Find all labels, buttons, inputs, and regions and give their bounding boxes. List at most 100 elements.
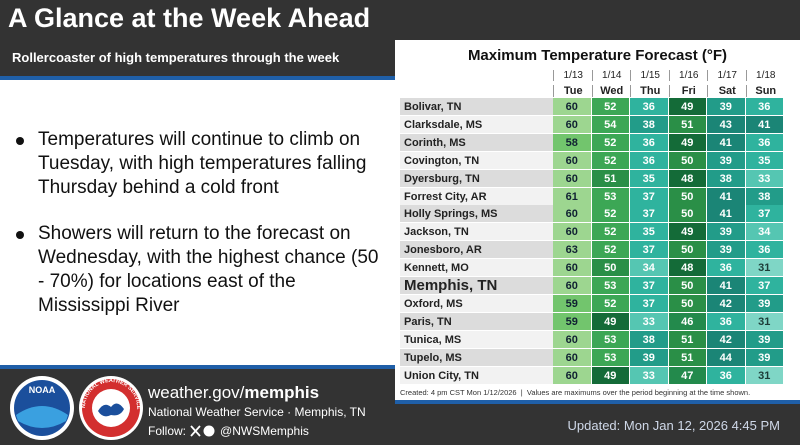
temperature-cell: 51 bbox=[668, 330, 707, 349]
social-icons bbox=[190, 425, 215, 437]
location: Corinth, MS bbox=[400, 133, 553, 152]
handle[interactable]: @NWSMemphis bbox=[220, 424, 309, 438]
temperature-cell: 36 bbox=[745, 98, 784, 116]
temperature-cell: 39 bbox=[745, 348, 784, 367]
temperature-cell: 38 bbox=[630, 330, 669, 349]
temperature-cell: 60 bbox=[553, 151, 592, 170]
location: Memphis, TN bbox=[400, 277, 553, 295]
temperature-cell: 35 bbox=[630, 169, 669, 188]
temperature-cell: 43 bbox=[707, 115, 746, 134]
temperature-cell: 52 bbox=[591, 133, 630, 152]
temperature-cell: 34 bbox=[745, 223, 784, 242]
temperature-cell: 41 bbox=[707, 205, 746, 224]
x-icon[interactable] bbox=[190, 425, 201, 437]
temperature-cell: 33 bbox=[745, 169, 784, 188]
temperature-cell: 42 bbox=[707, 294, 746, 313]
url-bold: memphis bbox=[244, 383, 320, 402]
table-note: Created: 4 pm CST Mon 1/12/2026 | Values… bbox=[400, 388, 751, 397]
temperature-cell: 41 bbox=[707, 277, 746, 295]
temperature-cell: 53 bbox=[591, 348, 630, 367]
temperature-cell: 60 bbox=[553, 348, 592, 367]
temperature-cell: 37 bbox=[630, 187, 669, 206]
left-panel: Temperatures will continue to climb on T… bbox=[0, 80, 395, 365]
temperature-cell: 58 bbox=[553, 133, 592, 152]
temperature-cell: 37 bbox=[630, 294, 669, 313]
day-header: Wed bbox=[591, 85, 632, 97]
temperature-cell: 36 bbox=[707, 312, 746, 331]
day-header: Fri bbox=[668, 85, 709, 97]
temperature-cell: 36 bbox=[745, 241, 784, 260]
temperature-cell: 50 bbox=[668, 241, 707, 260]
temperature-cell: 39 bbox=[745, 330, 784, 349]
temperature-cell: 60 bbox=[553, 366, 592, 385]
temperature-cell: 37 bbox=[630, 241, 669, 260]
temperature-cell: 33 bbox=[630, 312, 669, 331]
location: Jackson, TN bbox=[400, 223, 553, 242]
temperature-cell: 51 bbox=[668, 348, 707, 367]
subtitle: Rollercoaster of high temperatures throu… bbox=[12, 50, 340, 65]
divider bbox=[0, 365, 395, 369]
title: A Glance at the Week Ahead bbox=[8, 3, 371, 33]
temperature-cell: 49 bbox=[668, 223, 707, 242]
follow-label: Follow: bbox=[148, 424, 187, 438]
url-prefix: weather.gov/ bbox=[148, 383, 245, 402]
temperature-cell: 31 bbox=[745, 259, 784, 278]
temperature-cell: 38 bbox=[630, 115, 669, 134]
temperature-cell: 63 bbox=[553, 241, 592, 260]
temperature-cell: 54 bbox=[591, 115, 630, 134]
date-header: 1/13 bbox=[553, 70, 593, 81]
noaa-logo bbox=[16, 406, 68, 428]
temperature-cell: 33 bbox=[630, 366, 669, 385]
temperature-cell: 52 bbox=[591, 151, 630, 170]
temperature-cell: 53 bbox=[591, 330, 630, 349]
temperature-cell: 36 bbox=[630, 151, 669, 170]
temperature-cell: 41 bbox=[707, 187, 746, 206]
day-header: Sun bbox=[745, 85, 786, 97]
temperature-cell: 36 bbox=[707, 259, 746, 278]
temperature-cell: 49 bbox=[591, 312, 630, 331]
url[interactable]: weather.gov/memphis bbox=[148, 383, 319, 403]
date-header: 1/16 bbox=[668, 70, 709, 81]
temperature-cell: 50 bbox=[668, 187, 707, 206]
temperature-cell: 39 bbox=[707, 151, 746, 170]
follow: Follow: @NWSMemphis bbox=[148, 424, 309, 438]
location: Tupelo, MS bbox=[400, 348, 553, 367]
temperature-cell: 46 bbox=[668, 312, 707, 331]
location: Jonesboro, AR bbox=[400, 241, 553, 260]
facebook-icon[interactable] bbox=[203, 425, 215, 437]
temperature-cell: 35 bbox=[745, 151, 784, 170]
temperature-cell: 50 bbox=[591, 259, 630, 278]
temperature-cell: 48 bbox=[668, 259, 707, 278]
temperature-cell: 60 bbox=[553, 115, 592, 134]
temperature-cell: 42 bbox=[707, 330, 746, 349]
temperature-cell: 49 bbox=[591, 366, 630, 385]
date-header: 1/17 bbox=[707, 70, 747, 81]
temperature-cell: 37 bbox=[630, 205, 669, 224]
temperature-cell: 38 bbox=[745, 187, 784, 206]
divider bbox=[395, 400, 800, 404]
logo-text: NOAA bbox=[29, 385, 56, 395]
location: Clarksdale, MS bbox=[400, 115, 553, 134]
temperature-cell: 53 bbox=[591, 277, 630, 295]
location: Dyersburg, TN bbox=[400, 169, 553, 188]
temperature-cell: 39 bbox=[745, 294, 784, 313]
table-title: Maximum Temperature Forecast (°F) bbox=[467, 47, 728, 64]
temperature-cell: 51 bbox=[668, 115, 707, 134]
temperature-cell: 60 bbox=[553, 277, 592, 295]
temperature-cell: 59 bbox=[553, 312, 592, 331]
nws-logo bbox=[98, 403, 124, 417]
temperature-cell: 51 bbox=[591, 169, 630, 188]
temperature-cell: 34 bbox=[630, 259, 669, 278]
day-header: Sat bbox=[707, 85, 747, 97]
temperature-cell: 37 bbox=[745, 205, 784, 224]
day-header: Thu bbox=[630, 85, 670, 97]
table: 1/13 Tue 1/14 Wed 1/15 Thu 1/16 Fri 1/17 Sat 1/18 S… bbox=[395, 40, 800, 400]
temperature-cell: 53 bbox=[591, 187, 630, 206]
temperature-cell: 39 bbox=[707, 241, 746, 260]
divider bbox=[0, 76, 395, 80]
temperature-cell: 31 bbox=[745, 366, 784, 385]
temperature-cell: 49 bbox=[668, 98, 707, 116]
location: Oxford, MS bbox=[400, 294, 553, 313]
temperature-cell: 36 bbox=[745, 133, 784, 152]
